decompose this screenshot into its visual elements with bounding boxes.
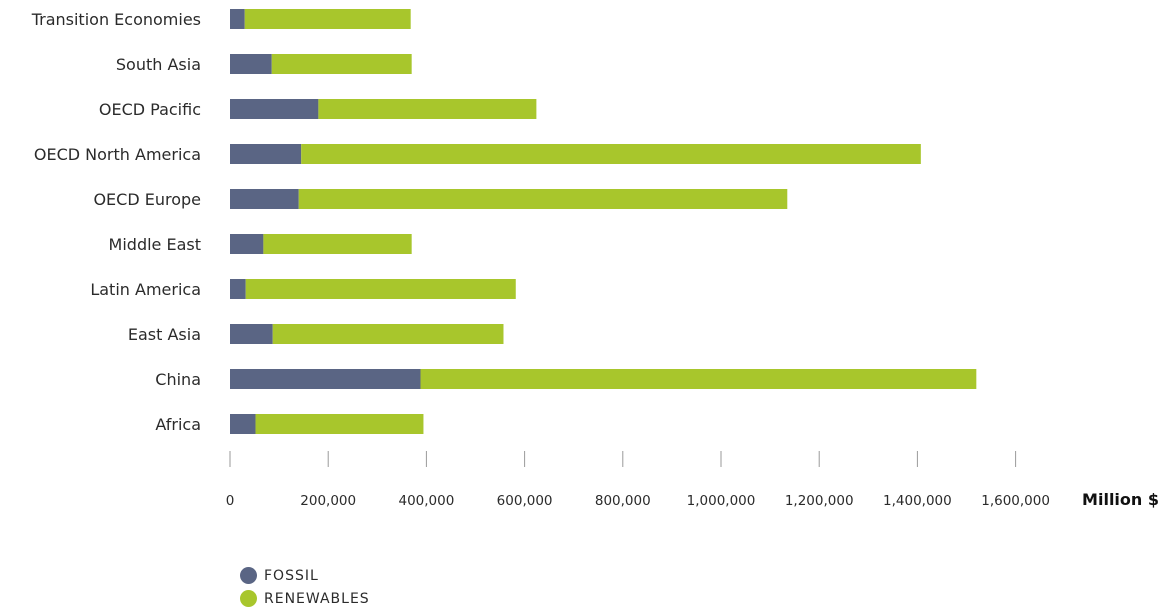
category-label: OECD North America bbox=[34, 145, 201, 164]
category-label: South Asia bbox=[116, 55, 201, 74]
bar-fossil bbox=[230, 414, 256, 434]
bar-renewables bbox=[318, 99, 537, 119]
bar-fossil bbox=[230, 54, 272, 74]
x-tick-label: 1,000,000 bbox=[687, 493, 756, 509]
legend-item-fossil: FOSSIL bbox=[240, 564, 370, 587]
bar-fossil bbox=[230, 234, 264, 254]
bar-fossil bbox=[230, 144, 302, 164]
category-label: China bbox=[155, 370, 201, 389]
x-tick-label: 200,000 bbox=[300, 493, 356, 509]
legend-item-renewables: RENEWABLES bbox=[240, 587, 370, 610]
legend-label-fossil: FOSSIL bbox=[264, 567, 319, 584]
bar-fossil bbox=[230, 279, 246, 299]
bar-fossil bbox=[230, 9, 245, 29]
x-tick-label: 1,600,000 bbox=[981, 493, 1050, 509]
bar-renewables bbox=[298, 189, 788, 209]
bar-fossil bbox=[230, 99, 319, 119]
bar-renewables bbox=[255, 414, 424, 434]
category-label: OECD Pacific bbox=[99, 100, 201, 119]
x-tick-label: 1,400,000 bbox=[883, 493, 952, 509]
bar-renewables bbox=[301, 144, 921, 164]
category-label: Africa bbox=[155, 415, 201, 434]
bar-renewables bbox=[244, 9, 411, 29]
category-label: Latin America bbox=[90, 280, 201, 299]
legend: FOSSIL RENEWABLES bbox=[240, 564, 370, 610]
bar-fossil bbox=[230, 189, 299, 209]
x-tick-label: 1,200,000 bbox=[785, 493, 854, 509]
legend-swatch-renewables bbox=[240, 590, 257, 607]
category-label: Transition Economies bbox=[31, 10, 201, 29]
bar-renewables bbox=[271, 54, 412, 74]
bar-renewables bbox=[263, 234, 412, 254]
bar-renewables bbox=[420, 369, 977, 389]
category-label: East Asia bbox=[128, 325, 201, 344]
bar-renewables bbox=[272, 324, 504, 344]
legend-swatch-fossil bbox=[240, 567, 257, 584]
x-tick-label: 0 bbox=[226, 493, 235, 509]
x-axis-unit-label: Million $ bbox=[1082, 490, 1159, 509]
bar-renewables bbox=[245, 279, 516, 299]
x-tick-label: 800,000 bbox=[595, 493, 651, 509]
category-label: OECD Europe bbox=[93, 190, 201, 209]
x-tick-label: 400,000 bbox=[398, 493, 454, 509]
legend-label-renewables: RENEWABLES bbox=[264, 590, 370, 607]
category-label: Middle East bbox=[109, 235, 201, 254]
bar-fossil bbox=[230, 369, 421, 389]
stacked-bar-chart: Transition Economies South Asia OECD Pacif… bbox=[31, 9, 1159, 509]
x-tick-label: 600,000 bbox=[497, 493, 553, 509]
bar-fossil bbox=[230, 324, 273, 344]
